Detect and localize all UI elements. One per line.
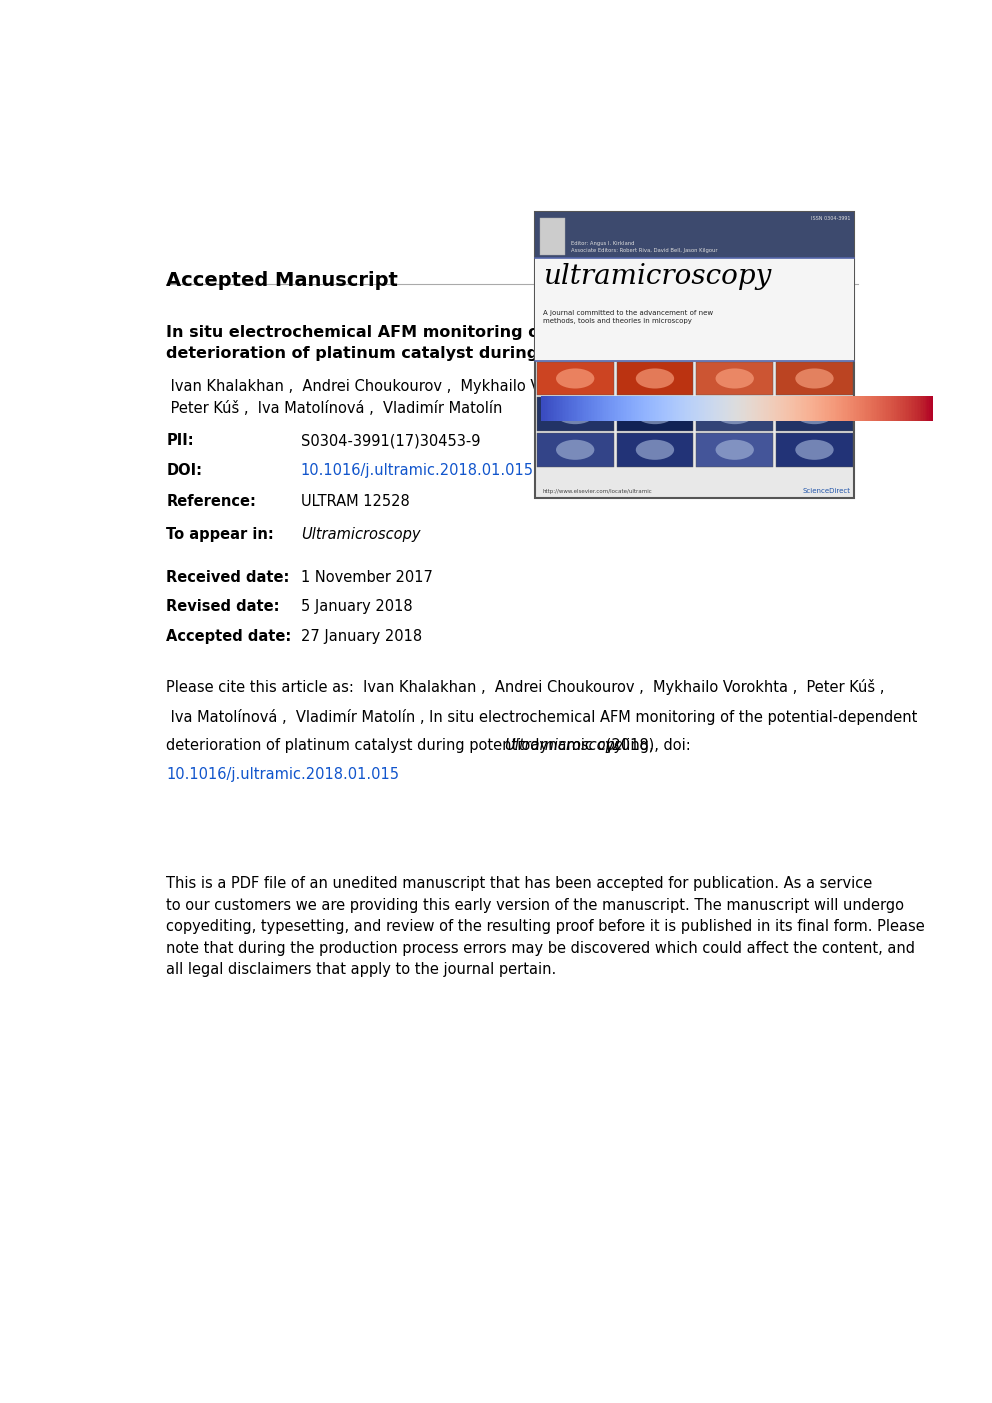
- Bar: [537, 362, 613, 396]
- Bar: [537, 434, 613, 467]
- Text: ISSN 0304-3991: ISSN 0304-3991: [811, 216, 850, 220]
- Bar: [696, 362, 773, 396]
- Text: Reference:: Reference:: [167, 494, 256, 508]
- Bar: [617, 362, 693, 396]
- Text: http://www.elsevier.com/locate/ultramic: http://www.elsevier.com/locate/ultramic: [543, 488, 653, 494]
- Ellipse shape: [557, 369, 594, 389]
- Ellipse shape: [796, 439, 833, 460]
- Bar: [776, 397, 853, 431]
- Text: Revised date:: Revised date:: [167, 599, 280, 615]
- Ellipse shape: [636, 369, 675, 389]
- Bar: [696, 397, 773, 431]
- Text: ULTRAM 12528: ULTRAM 12528: [301, 494, 410, 508]
- Text: This is a PDF file of an unedited manuscript that has been accepted for publicat: This is a PDF file of an unedited manusc…: [167, 875, 925, 978]
- Ellipse shape: [715, 439, 754, 460]
- Text: Accepted Manuscript: Accepted Manuscript: [167, 271, 398, 290]
- Ellipse shape: [557, 404, 594, 424]
- Text: 1 November 2017: 1 November 2017: [301, 570, 433, 585]
- Text: In situ electrochemical AFM monitoring of the potential-dependent
deterioration : In situ electrochemical AFM monitoring o…: [167, 325, 775, 361]
- Text: (2018), doi:: (2018), doi:: [601, 738, 690, 752]
- Text: ultramicroscopy: ultramicroscopy: [543, 264, 771, 290]
- Ellipse shape: [715, 369, 754, 389]
- Text: 5 January 2018: 5 January 2018: [301, 599, 413, 615]
- Bar: [536, 212, 854, 258]
- Ellipse shape: [557, 439, 594, 460]
- Text: S0304-3991(17)30453-9: S0304-3991(17)30453-9: [301, 434, 480, 448]
- Ellipse shape: [796, 369, 833, 389]
- Bar: [540, 217, 564, 255]
- Bar: [776, 362, 853, 396]
- Text: DOI:: DOI:: [167, 463, 202, 478]
- Bar: [696, 434, 773, 467]
- Bar: [617, 397, 693, 431]
- Text: To appear in:: To appear in:: [167, 528, 274, 542]
- Text: Ivan Khalakhan ,  Andrei Choukourov ,  Mykhailo Vorokhta ,
 Peter Kúš ,  Iva Mat: Ivan Khalakhan , Andrei Choukourov , Myk…: [167, 379, 605, 417]
- Text: Iva Matolínová ,  Vladimír Matolín , In situ electrochemical AFM monitoring of t: Iva Matolínová , Vladimír Matolín , In s…: [167, 709, 918, 724]
- Text: Editor: Angus I. Kirkland
Associate Editors: Robert Riva, David Bell, Jason Kilg: Editor: Angus I. Kirkland Associate Edit…: [570, 241, 717, 253]
- Text: PII:: PII:: [167, 434, 193, 448]
- Bar: [617, 434, 693, 467]
- Text: Please cite this article as:  Ivan Khalakhan ,  Andrei Choukourov ,  Mykhailo Vo: Please cite this article as: Ivan Khalak…: [167, 679, 885, 696]
- Text: Ultramicroscopy: Ultramicroscopy: [505, 738, 624, 752]
- Text: A journal committed to the advancement of new
methods, tools and theories in mic: A journal committed to the advancement o…: [543, 310, 713, 324]
- Ellipse shape: [636, 439, 675, 460]
- Text: 10.1016/j.ultramic.2018.01.015: 10.1016/j.ultramic.2018.01.015: [301, 463, 534, 478]
- Bar: [537, 397, 613, 431]
- Text: Received date:: Received date:: [167, 570, 290, 585]
- Text: ScienceDirect: ScienceDirect: [803, 487, 850, 494]
- Bar: [536, 212, 854, 498]
- Bar: [776, 434, 853, 467]
- Bar: [536, 258, 854, 361]
- Text: Accepted date:: Accepted date:: [167, 629, 292, 644]
- Text: deterioration of platinum catalyst during potentiodynamic cycling,: deterioration of platinum catalyst durin…: [167, 738, 654, 752]
- Ellipse shape: [796, 404, 833, 424]
- Text: 27 January 2018: 27 January 2018: [301, 629, 422, 644]
- Text: Ultramicroscopy: Ultramicroscopy: [301, 528, 421, 542]
- Ellipse shape: [636, 404, 675, 424]
- Text: 10.1016/j.ultramic.2018.01.015: 10.1016/j.ultramic.2018.01.015: [167, 767, 400, 781]
- Ellipse shape: [715, 404, 754, 424]
